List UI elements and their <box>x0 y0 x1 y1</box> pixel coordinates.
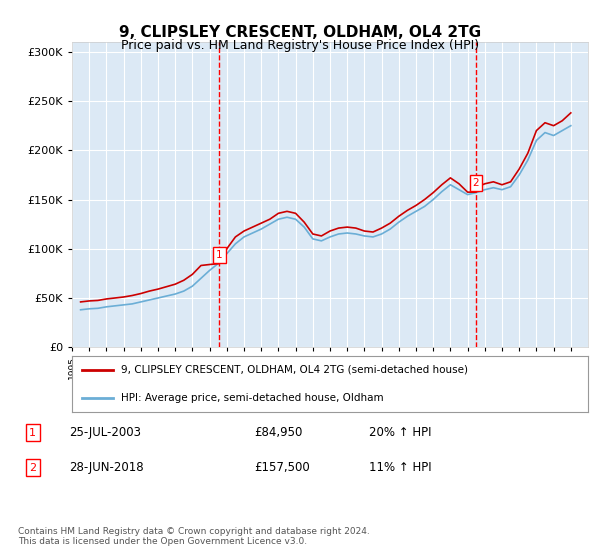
Text: 11% ↑ HPI: 11% ↑ HPI <box>369 461 432 474</box>
Text: 25-JUL-2003: 25-JUL-2003 <box>70 426 142 440</box>
Text: 9, CLIPSLEY CRESCENT, OLDHAM, OL4 2TG: 9, CLIPSLEY CRESCENT, OLDHAM, OL4 2TG <box>119 25 481 40</box>
Text: £84,950: £84,950 <box>254 426 302 440</box>
Text: 2: 2 <box>473 178 479 188</box>
Text: 28-JUN-2018: 28-JUN-2018 <box>70 461 144 474</box>
Text: 2: 2 <box>29 463 37 473</box>
Text: 1: 1 <box>29 428 36 438</box>
Text: 9, CLIPSLEY CRESCENT, OLDHAM, OL4 2TG (semi-detached house): 9, CLIPSLEY CRESCENT, OLDHAM, OL4 2TG (s… <box>121 365 468 375</box>
Text: £157,500: £157,500 <box>254 461 310 474</box>
Text: HPI: Average price, semi-detached house, Oldham: HPI: Average price, semi-detached house,… <box>121 393 383 403</box>
Text: 20% ↑ HPI: 20% ↑ HPI <box>369 426 431 440</box>
Text: 1: 1 <box>216 250 223 260</box>
Text: Price paid vs. HM Land Registry's House Price Index (HPI): Price paid vs. HM Land Registry's House … <box>121 39 479 52</box>
Text: Contains HM Land Registry data © Crown copyright and database right 2024.
This d: Contains HM Land Registry data © Crown c… <box>18 526 370 546</box>
